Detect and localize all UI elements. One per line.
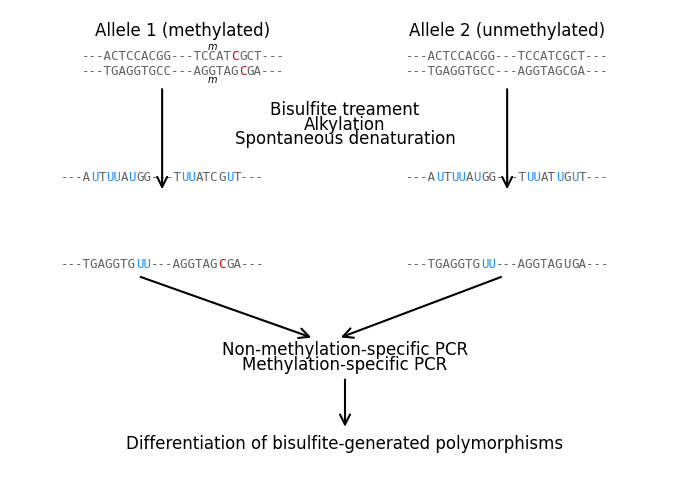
- Text: T---: T---: [578, 171, 609, 184]
- Text: GA---: GA---: [571, 257, 609, 271]
- Text: Methylation-specific PCR: Methylation-specific PCR: [242, 356, 448, 374]
- Text: U: U: [91, 171, 99, 184]
- Text: UU: UU: [451, 171, 466, 184]
- Text: m: m: [208, 75, 217, 85]
- Text: UU: UU: [181, 171, 196, 184]
- Text: UU: UU: [136, 257, 151, 271]
- Text: GCT---: GCT---: [239, 50, 284, 63]
- Text: U: U: [128, 171, 136, 184]
- Text: Differentiation of bisulfite-generated polymorphisms: Differentiation of bisulfite-generated p…: [126, 435, 564, 453]
- Text: ---AGGTAG: ---AGGTAG: [151, 257, 219, 271]
- Text: U: U: [436, 171, 444, 184]
- Text: ---A: ---A: [406, 171, 436, 184]
- Text: GA---: GA---: [226, 257, 264, 271]
- Text: ---TGAGGTGCC---AGGTAG: ---TGAGGTGCC---AGGTAG: [81, 64, 239, 78]
- Text: ---TGAGGTGCC---AGGTAGCGA---: ---TGAGGTGCC---AGGTAGCGA---: [406, 64, 609, 78]
- Text: ---TGAGGTG: ---TGAGGTG: [61, 257, 136, 271]
- Text: ---A: ---A: [61, 171, 91, 184]
- Text: U: U: [226, 171, 233, 184]
- Text: AT: AT: [541, 171, 556, 184]
- Text: A: A: [466, 171, 473, 184]
- Text: GA---: GA---: [246, 64, 284, 78]
- Text: Allele 2 (unmethylated): Allele 2 (unmethylated): [409, 22, 605, 40]
- Text: UU: UU: [106, 171, 121, 184]
- Text: U: U: [571, 171, 578, 184]
- Text: G: G: [219, 171, 226, 184]
- Text: C: C: [219, 257, 226, 271]
- Text: Non-methylation-specific PCR: Non-methylation-specific PCR: [222, 341, 468, 360]
- Text: U: U: [556, 171, 564, 184]
- Text: ATC: ATC: [196, 171, 219, 184]
- Text: GG---T: GG---T: [481, 171, 526, 184]
- Text: U: U: [473, 171, 481, 184]
- Text: UU: UU: [481, 257, 496, 271]
- Text: ---ACTCCACGG---TCCATCGCT---: ---ACTCCACGG---TCCATCGCT---: [406, 50, 609, 63]
- Text: Spontaneous denaturation: Spontaneous denaturation: [235, 130, 455, 148]
- Text: C: C: [232, 50, 239, 63]
- Text: A: A: [121, 171, 128, 184]
- Text: Allele 1 (methylated): Allele 1 (methylated): [95, 22, 270, 40]
- Text: G: G: [564, 171, 571, 184]
- Text: C: C: [239, 64, 246, 78]
- Text: T: T: [99, 171, 106, 184]
- Text: UU: UU: [526, 171, 541, 184]
- Text: m: m: [208, 42, 217, 52]
- Text: ---ACTCCACGG---TCCAT: ---ACTCCACGG---TCCAT: [81, 50, 232, 63]
- Text: T---: T---: [233, 171, 264, 184]
- Text: Bisulfite treament: Bisulfite treament: [270, 101, 420, 120]
- Text: ---AGGTAG: ---AGGTAG: [496, 257, 564, 271]
- Text: ---TGAGGTG: ---TGAGGTG: [406, 257, 481, 271]
- Text: Alkylation: Alkylation: [304, 116, 386, 134]
- Text: GG---T: GG---T: [136, 171, 181, 184]
- Text: T: T: [444, 171, 451, 184]
- Text: U: U: [564, 257, 571, 271]
